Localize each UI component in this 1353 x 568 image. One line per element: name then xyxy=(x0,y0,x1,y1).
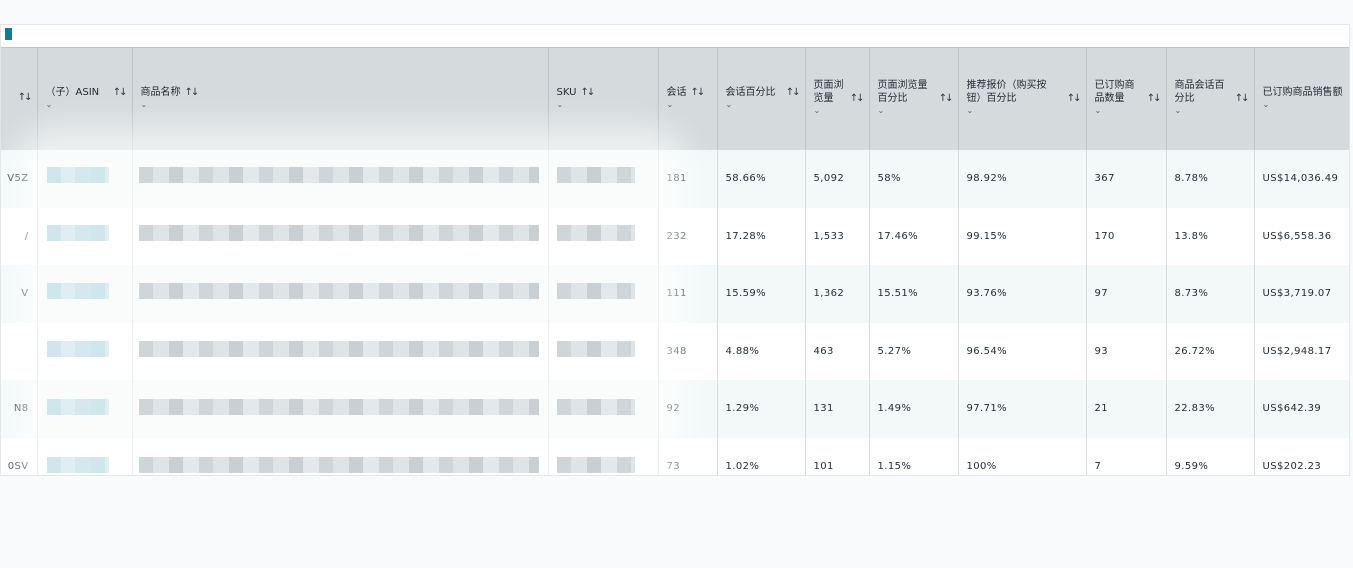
chevron-down-icon[interactable]: ⌄ xyxy=(556,99,564,109)
redacted-block xyxy=(139,283,539,299)
buybox-pct-cell: 98.92% xyxy=(958,150,1087,208)
units-ordered-cell: 367 xyxy=(1086,150,1167,208)
units-ordered-cell: 7 xyxy=(1086,437,1167,475)
page-views-cell: 5,092 xyxy=(805,150,870,208)
sort-icon[interactable]: ↑↓ xyxy=(580,86,595,98)
buybox-pct-cell: 99.15% xyxy=(958,207,1087,265)
ordered-sales-cell: US$3,719.07 xyxy=(1254,265,1349,323)
page-views-cell: 463 xyxy=(805,322,870,380)
redacted-block xyxy=(47,341,109,357)
col-header-product-name[interactable]: 商品名称 ↑↓ ⌄ xyxy=(132,47,549,150)
sort-icon[interactable]: ↑↓ xyxy=(1234,93,1250,104)
redacted-block xyxy=(557,399,635,415)
units-ordered-cell: 170 xyxy=(1086,207,1167,265)
page-view-pct-cell: 15.51% xyxy=(869,265,959,323)
col-header-parent-asin[interactable]: ↑↓ xyxy=(1,47,38,150)
redacted-block xyxy=(557,167,635,183)
col-header-ordered-sales[interactable]: 已订购商品销售额 ⌄ xyxy=(1254,47,1349,150)
redacted-block xyxy=(47,457,109,473)
chevron-down-icon[interactable]: ⌄ xyxy=(966,106,974,115)
redacted-block xyxy=(557,457,635,473)
sort-icon[interactable]: ↑↓ xyxy=(1146,93,1162,104)
sort-icon[interactable]: ↑↓ xyxy=(1066,93,1082,104)
chevron-down-icon[interactable]: ⌄ xyxy=(1174,106,1182,115)
chevron-down-icon[interactable]: ⌄ xyxy=(666,99,674,109)
unit-session-pct-cell: 8.73% xyxy=(1166,265,1255,323)
col-header-units-ordered[interactable]: 已订购商品数量 ↑↓ ⌄ xyxy=(1086,47,1167,150)
ordered-sales-cell: US$2,948.17 xyxy=(1254,322,1349,380)
chevron-down-icon[interactable]: ⌄ xyxy=(140,99,148,109)
redacted-block xyxy=(557,283,635,299)
col-header-sessions[interactable]: 会话 ↑↓ ⌄ xyxy=(658,47,718,150)
sort-icon[interactable]: ↑↓ xyxy=(938,93,954,104)
buybox-pct-cell: 97.71% xyxy=(958,380,1087,438)
units-ordered-cell: 93 xyxy=(1086,322,1167,380)
sort-icon[interactable]: ↑↓ xyxy=(690,86,706,98)
unit-session-pct-cell: 9.59% xyxy=(1166,437,1255,475)
unit-session-pct-cell: 26.72% xyxy=(1166,322,1255,380)
report-panel: ↑↓ （子）ASIN ↑↓ ⌄ 商品名称 ↑↓ ⌄ SKU ↑↓ ⌄ 会话 ↑↓ ⌄ 会话百分比… xyxy=(0,24,1350,476)
col-header-sku[interactable]: SKU ↑↓ ⌄ xyxy=(548,47,659,150)
page-views-cell: 101 xyxy=(805,437,870,475)
session-pct-cell: 58.66% xyxy=(717,150,806,208)
page-view-pct-cell: 17.46% xyxy=(869,207,959,265)
page-view-pct-cell: 58% xyxy=(869,150,959,208)
unit-session-pct-cell: 13.8% xyxy=(1166,207,1255,265)
col-header-unit-session-pct[interactable]: 商品会话百分比 ↑↓ ⌄ xyxy=(1166,47,1255,150)
chevron-down-icon[interactable]: ⌄ xyxy=(1262,99,1270,109)
sort-icon[interactable]: ↑↓ xyxy=(849,93,865,104)
ordered-sales-cell: US$642.39 xyxy=(1254,380,1349,438)
units-ordered-cell: 97 xyxy=(1086,265,1167,323)
sort-icon[interactable]: ↑↓ xyxy=(184,86,200,98)
page-views-cell: 1,533 xyxy=(805,207,870,265)
chevron-down-icon[interactable]: ⌄ xyxy=(45,99,53,109)
page-view-pct-cell: 5.27% xyxy=(869,322,959,380)
col-header-child-asin[interactable]: （子）ASIN ↑↓ ⌄ xyxy=(37,47,133,150)
sort-icon[interactable]: ↑↓ xyxy=(112,86,128,98)
sort-icon[interactable]: ↑↓ xyxy=(17,91,33,103)
redacted-block xyxy=(139,341,539,357)
buybox-pct-cell: 93.76% xyxy=(958,265,1087,323)
chevron-down-icon[interactable]: ⌄ xyxy=(1094,106,1102,115)
redacted-block xyxy=(47,167,109,183)
redacted-block xyxy=(139,225,539,241)
chevron-down-icon[interactable]: ⌄ xyxy=(813,106,821,115)
page-views-cell: 131 xyxy=(805,380,870,438)
redacted-block xyxy=(47,283,109,299)
ordered-sales-cell: US$202.23 xyxy=(1254,437,1349,475)
col-header-page-views[interactable]: 页面浏览量 ↑↓ ⌄ xyxy=(805,47,870,150)
buybox-pct-cell: 100% xyxy=(958,437,1087,475)
col-header-session-pct[interactable]: 会话百分比 ↑↓ ⌄ xyxy=(717,47,806,150)
buybox-pct-cell: 96.54% xyxy=(958,322,1087,380)
page-view-pct-cell: 1.15% xyxy=(869,437,959,475)
panel-accent-marker xyxy=(5,28,12,40)
units-ordered-cell: 21 xyxy=(1086,380,1167,438)
page-view-pct-cell: 1.49% xyxy=(869,380,959,438)
unit-session-pct-cell: 8.78% xyxy=(1166,150,1255,208)
session-pct-cell: 1.29% xyxy=(717,380,806,438)
session-pct-cell: 1.02% xyxy=(717,437,806,475)
session-pct-cell: 17.28% xyxy=(717,207,806,265)
redacted-block xyxy=(47,399,109,415)
col-header-page-view-pct[interactable]: 页面浏览量百分比 ↑↓ ⌄ xyxy=(869,47,959,150)
ordered-sales-cell: US$14,036.49 xyxy=(1254,150,1349,208)
chevron-down-icon[interactable]: ⌄ xyxy=(877,106,885,115)
redaction-overlay xyxy=(31,145,671,475)
redacted-block xyxy=(47,225,109,241)
redacted-block xyxy=(139,167,539,183)
chevron-down-icon[interactable]: ⌄ xyxy=(725,99,733,109)
col-header-buybox-pct[interactable]: 推荐报价（购买按钮）百分比 ↑↓ ⌄ xyxy=(958,47,1087,150)
page-views-cell: 1,362 xyxy=(805,265,870,323)
redacted-block xyxy=(557,225,635,241)
ordered-sales-cell: US$6,558.36 xyxy=(1254,207,1349,265)
session-pct-cell: 4.88% xyxy=(717,322,806,380)
sort-icon[interactable]: ↑↓ xyxy=(785,86,801,98)
redacted-block xyxy=(139,399,539,415)
session-pct-cell: 15.59% xyxy=(717,265,806,323)
redacted-block xyxy=(557,341,635,357)
redacted-block xyxy=(139,457,539,473)
table-header-row: ↑↓ （子）ASIN ↑↓ ⌄ 商品名称 ↑↓ ⌄ SKU ↑↓ ⌄ 会话 ↑↓ ⌄ 会话百分比… xyxy=(1,47,1349,150)
unit-session-pct-cell: 22.83% xyxy=(1166,380,1255,438)
